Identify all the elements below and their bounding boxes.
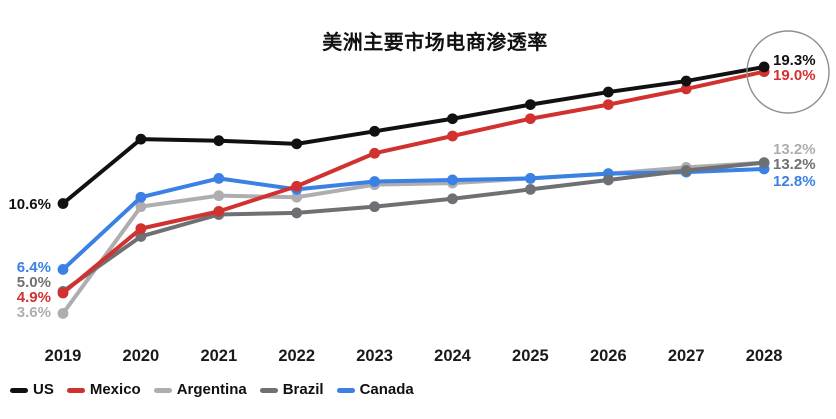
brazil-line xyxy=(61,160,767,294)
start-label-argentina: 3.6% xyxy=(17,304,51,321)
us-point-2022 xyxy=(291,138,303,150)
canada-point-2019 xyxy=(57,264,69,275)
legend-label-canada: Canada xyxy=(359,381,414,398)
argentina-point-2021 xyxy=(213,190,225,202)
axis-label-2022: 2022 xyxy=(278,347,315,365)
canada-point-2021 xyxy=(213,172,225,184)
legend: US Mexico Argentina Brazil Canada xyxy=(10,381,414,399)
us-point-2024 xyxy=(447,113,458,125)
us-point-2021 xyxy=(213,135,225,147)
argentina-line xyxy=(61,160,767,316)
brazil-point-2026 xyxy=(602,174,614,186)
end-label-brazil: 13.2% xyxy=(773,156,816,173)
axis-label-2020: 2020 xyxy=(123,347,160,365)
legend-swatch-mexico xyxy=(66,387,85,393)
start-label-brazil: 5.0% xyxy=(17,274,51,291)
axis-label-2021: 2021 xyxy=(200,347,237,365)
axis-label-2026: 2026 xyxy=(590,347,627,365)
legend-item-canada: Canada xyxy=(336,381,414,399)
argentina-point-2020 xyxy=(135,201,147,213)
canada-line xyxy=(61,166,767,272)
argentina-point-2019 xyxy=(57,308,69,319)
mexico-point-2020 xyxy=(135,223,147,235)
legend-swatch-argentina xyxy=(153,387,172,393)
mexico-point-2027 xyxy=(680,83,692,95)
axis-label-2023: 2023 xyxy=(356,347,393,365)
brazil-point-2027 xyxy=(680,165,692,176)
canada-point-2025 xyxy=(525,172,536,184)
axis-label-2027: 2027 xyxy=(668,347,705,365)
axis-label-2025: 2025 xyxy=(512,347,549,365)
us-point-2023 xyxy=(369,125,380,137)
us-line xyxy=(61,64,767,206)
us-point-2020 xyxy=(135,133,147,145)
start-label-canada: 6.4% xyxy=(17,259,51,276)
mexico-point-2021 xyxy=(213,205,225,217)
brazil-point-2020 xyxy=(135,231,147,242)
legend-item-mexico: Mexico xyxy=(66,381,141,399)
mexico-point-2022 xyxy=(291,180,303,192)
mexico-point-2019 xyxy=(57,287,69,299)
end-label-us: 19.3% xyxy=(773,52,816,69)
legend-label-us: US xyxy=(33,381,54,398)
chart-title: 美洲主要市场电商渗透率 xyxy=(322,32,548,54)
us-point-2027 xyxy=(680,75,692,87)
end-label-argentina: 13.2% xyxy=(773,141,816,158)
axis-label-2028: 2028 xyxy=(746,347,783,365)
canada-point-2020 xyxy=(135,191,147,203)
brazil-point-2023 xyxy=(369,201,380,213)
brazil-point-2022 xyxy=(291,207,303,219)
legend-label-mexico: Mexico xyxy=(89,381,141,398)
legend-swatch-us xyxy=(10,387,28,393)
brazil-point-2028 xyxy=(758,157,770,169)
brazil-point-2025 xyxy=(525,183,536,195)
axis-label-2024: 2024 xyxy=(434,347,472,365)
legend-item-us: US xyxy=(10,381,54,399)
canada-point-2024 xyxy=(447,174,458,186)
legend-swatch-canada xyxy=(336,387,355,393)
canada-point-2023 xyxy=(369,176,380,187)
end-label-mexico: 19.0% xyxy=(773,67,816,84)
mexico-point-2023 xyxy=(369,147,380,159)
brazil-point-2024 xyxy=(447,193,458,205)
legend-label-argentina: Argentina xyxy=(176,381,247,398)
us-point-2026 xyxy=(602,86,614,98)
end-label-canada: 12.8% xyxy=(773,173,816,190)
argentina-point-2022 xyxy=(291,191,303,203)
axis-label-2019: 2019 xyxy=(45,347,82,365)
mexico-line xyxy=(61,69,767,295)
start-label-mexico: 4.9% xyxy=(17,289,51,306)
legend-item-argentina: Argentina xyxy=(153,381,247,399)
legend-item-brazil: Brazil xyxy=(259,381,324,399)
us-point-2019 xyxy=(57,198,69,209)
mexico-point-2024 xyxy=(447,130,458,142)
mexico-point-2025 xyxy=(525,113,536,125)
mexico-point-2026 xyxy=(602,99,614,110)
us-point-2028 xyxy=(758,61,770,73)
legend-swatch-brazil xyxy=(259,387,278,393)
highlight-circle xyxy=(746,30,830,114)
legend-label-brazil: Brazil xyxy=(282,381,324,398)
start-label-us: 10.6% xyxy=(8,196,51,213)
us-point-2025 xyxy=(525,99,536,110)
